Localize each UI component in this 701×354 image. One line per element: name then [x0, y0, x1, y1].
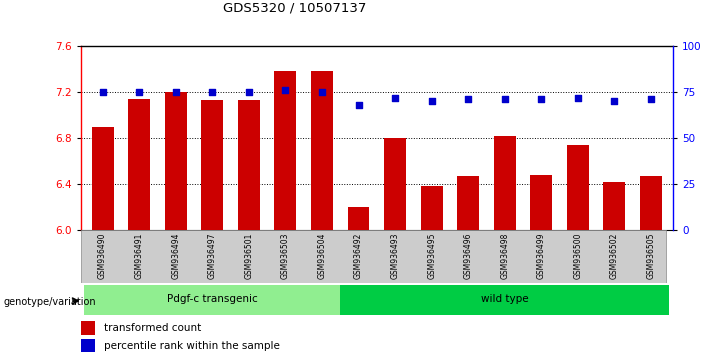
Text: GSM936494: GSM936494 — [171, 233, 180, 279]
Point — [536, 97, 547, 102]
Text: GSM936498: GSM936498 — [501, 233, 509, 279]
Point — [353, 102, 364, 108]
Bar — [311, 72, 333, 230]
Text: GSM936505: GSM936505 — [646, 233, 655, 279]
Text: GSM936490: GSM936490 — [98, 233, 107, 279]
Text: GSM936502: GSM936502 — [610, 233, 619, 279]
Point — [280, 87, 291, 93]
Point — [133, 89, 144, 95]
Point — [207, 89, 218, 95]
Point — [97, 89, 108, 95]
Point — [572, 95, 583, 101]
Point — [243, 89, 254, 95]
Text: GSM936501: GSM936501 — [245, 233, 253, 279]
Point — [316, 89, 327, 95]
Text: genotype/variation: genotype/variation — [4, 297, 96, 307]
Bar — [348, 207, 369, 230]
Point — [426, 98, 437, 104]
Point — [609, 98, 620, 104]
Text: GSM936497: GSM936497 — [207, 233, 217, 279]
Text: GSM936496: GSM936496 — [463, 233, 472, 279]
Bar — [128, 99, 150, 230]
Bar — [238, 100, 260, 230]
Bar — [92, 127, 114, 230]
Bar — [531, 175, 552, 230]
Bar — [81, 339, 95, 352]
Text: wild type: wild type — [481, 294, 529, 304]
Bar — [165, 92, 186, 230]
Point — [499, 97, 510, 102]
Point — [170, 89, 182, 95]
Bar — [384, 138, 406, 230]
Bar — [340, 285, 669, 315]
Bar — [457, 176, 479, 230]
Bar — [81, 321, 95, 335]
Text: GSM936492: GSM936492 — [354, 233, 363, 279]
Text: GSM936504: GSM936504 — [318, 233, 327, 279]
Point — [390, 95, 401, 101]
Text: GSM936503: GSM936503 — [281, 233, 290, 279]
Text: GSM936491: GSM936491 — [135, 233, 144, 279]
Text: GSM936493: GSM936493 — [390, 233, 400, 279]
Point — [463, 97, 474, 102]
Bar — [604, 182, 625, 230]
Text: GSM936495: GSM936495 — [427, 233, 436, 279]
Bar — [494, 136, 516, 230]
Bar — [274, 72, 297, 230]
Text: Pdgf-c transgenic: Pdgf-c transgenic — [167, 294, 258, 304]
Text: GDS5320 / 10507137: GDS5320 / 10507137 — [223, 2, 366, 15]
Bar — [84, 285, 340, 315]
Bar — [640, 176, 662, 230]
Text: GSM936500: GSM936500 — [573, 233, 583, 279]
Text: transformed count: transformed count — [104, 323, 202, 333]
Text: GSM936499: GSM936499 — [537, 233, 546, 279]
Point — [646, 97, 657, 102]
Bar — [201, 100, 223, 230]
Bar — [567, 145, 589, 230]
Bar — [421, 187, 442, 230]
Text: percentile rank within the sample: percentile rank within the sample — [104, 341, 280, 350]
